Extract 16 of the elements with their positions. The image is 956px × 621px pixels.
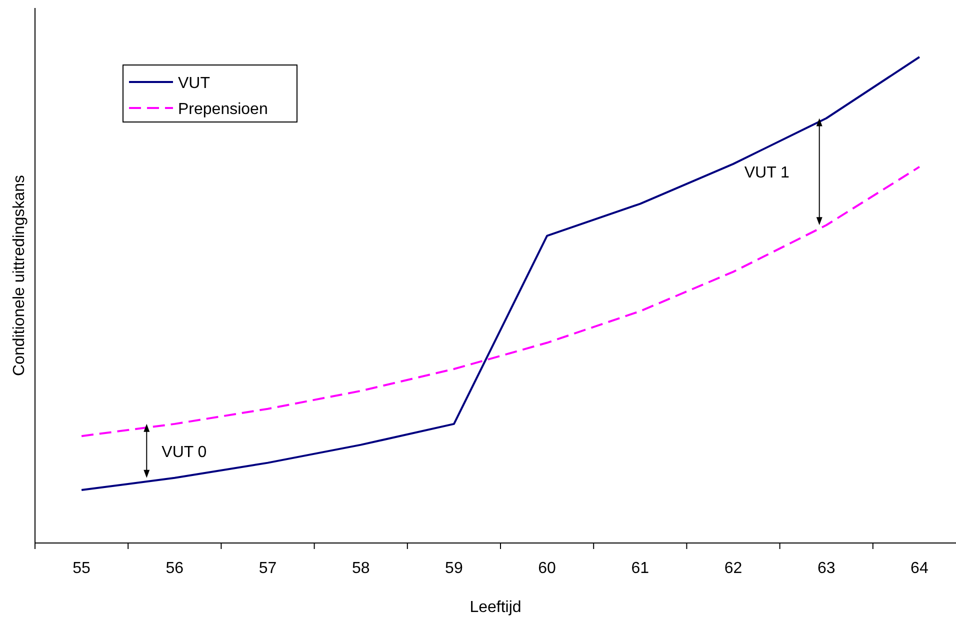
y-axis-title: Conditionele uittredingskans xyxy=(11,174,28,376)
x-tick-label: 59 xyxy=(445,560,463,577)
x-tick-label: 61 xyxy=(631,560,650,577)
x-tick-label: 57 xyxy=(258,560,277,577)
legend-label: Prepensioen xyxy=(178,101,268,118)
x-tick-label: 63 xyxy=(817,560,836,577)
x-tick-label: 58 xyxy=(352,560,370,577)
annotation: VUT 1 xyxy=(744,164,790,182)
x-tick-label: 56 xyxy=(166,560,184,577)
x-tick-label: 60 xyxy=(538,560,556,577)
x-tick-label: 55 xyxy=(72,560,91,577)
x-tick-label: 62 xyxy=(724,560,742,577)
x-axis-title: Leeftijd xyxy=(470,599,522,616)
x-tick-label: 64 xyxy=(910,560,928,577)
legend-label: VUT xyxy=(178,75,210,92)
annotation: VUT 0 xyxy=(162,444,207,461)
